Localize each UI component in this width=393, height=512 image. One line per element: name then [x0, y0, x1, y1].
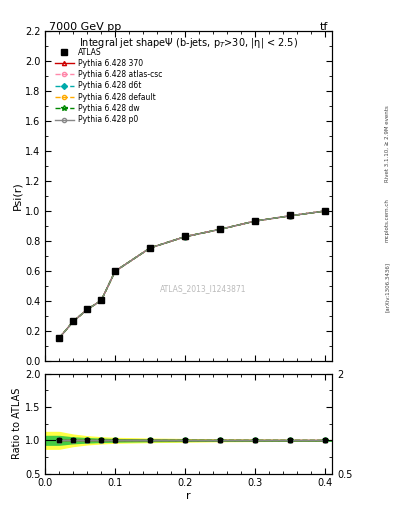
Text: mcplots.cern.ch: mcplots.cern.ch	[385, 198, 389, 242]
Text: ATLAS_2013_I1243871: ATLAS_2013_I1243871	[160, 284, 246, 293]
Y-axis label: Ratio to ATLAS: Ratio to ATLAS	[12, 388, 22, 459]
Text: 7000 GeV pp: 7000 GeV pp	[49, 22, 121, 32]
Text: [arXiv:1306.3436]: [arXiv:1306.3436]	[385, 262, 389, 312]
X-axis label: r: r	[186, 491, 191, 501]
Text: Integral jet shapeΨ (b-jets, p$_T$>30, |η| < 2.5): Integral jet shapeΨ (b-jets, p$_T$>30, |…	[79, 36, 298, 50]
Text: tf: tf	[320, 22, 328, 32]
Text: Rivet 3.1.10, ≥ 2.9M events: Rivet 3.1.10, ≥ 2.9M events	[385, 105, 389, 182]
Legend: ATLAS, Pythia 6.428 370, Pythia 6.428 atlas-csc, Pythia 6.428 d6t, Pythia 6.428 : ATLAS, Pythia 6.428 370, Pythia 6.428 at…	[52, 45, 165, 127]
Y-axis label: Psi(r): Psi(r)	[12, 181, 22, 210]
